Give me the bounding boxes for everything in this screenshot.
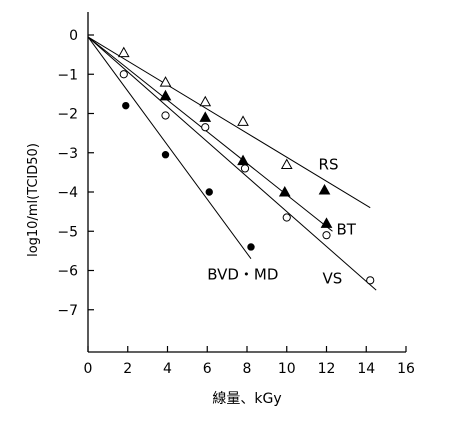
y-tick-label: −6 <box>57 264 78 280</box>
y-tick-label: −1 <box>57 67 78 83</box>
x-axis-label: 線量、kGy <box>212 391 281 407</box>
series-label: VS <box>323 269 343 287</box>
x-tick-label: 16 <box>397 361 415 377</box>
data-point <box>159 76 172 87</box>
data-point <box>161 151 170 159</box>
data-point <box>320 217 333 228</box>
data-point <box>119 70 128 79</box>
y-tick-label: −7 <box>57 303 78 319</box>
data-point <box>278 185 291 197</box>
series-labels: RS BT VS BVD・MD <box>207 156 356 288</box>
data-point <box>122 101 130 110</box>
data-point <box>240 164 250 173</box>
data-point <box>366 276 375 285</box>
fit-lines <box>87 36 377 291</box>
data-points <box>117 46 375 285</box>
x-tick-label: 4 <box>163 361 172 377</box>
fit-line <box>87 36 252 260</box>
x-tick-label: 0 <box>84 361 93 377</box>
fit-line <box>87 36 377 291</box>
data-point <box>237 154 249 166</box>
data-point <box>280 158 293 170</box>
data-point <box>199 95 212 107</box>
fit-line <box>87 36 371 209</box>
x-tick-label: 12 <box>318 361 336 377</box>
y-axis-label: log10/ml(TCID50) <box>26 143 41 257</box>
data-point <box>201 123 210 132</box>
x-tick-label: 2 <box>123 361 132 377</box>
series-label: BVD・MD <box>207 265 278 283</box>
data-point <box>161 111 170 120</box>
x-tick-label: 10 <box>278 361 296 377</box>
series-label: BT <box>336 220 356 238</box>
fit-line <box>87 36 333 232</box>
data-point <box>322 231 331 240</box>
y-tick-label: −5 <box>57 224 78 240</box>
data-point <box>117 46 130 58</box>
x-tick-label: 6 <box>203 361 212 377</box>
series-label: RS <box>319 156 339 174</box>
data-point <box>237 115 249 126</box>
y-tick-label: 0 <box>69 28 78 44</box>
axes: 0 −1 −2 −3 −4 −5 −6 −7 0 2 4 6 8 10 12 14 16 <box>57 12 415 377</box>
x-tick-label: 14 <box>357 361 375 377</box>
data-point <box>318 184 331 195</box>
data-point <box>159 89 172 101</box>
data-point <box>205 188 213 196</box>
y-tick-label: −4 <box>57 185 78 201</box>
data-point <box>247 243 255 251</box>
data-point <box>199 111 212 122</box>
data-point <box>282 213 291 222</box>
y-tick-label: −2 <box>57 107 78 123</box>
y-tick-label: −3 <box>57 146 78 162</box>
x-tick-label: 8 <box>243 361 252 377</box>
